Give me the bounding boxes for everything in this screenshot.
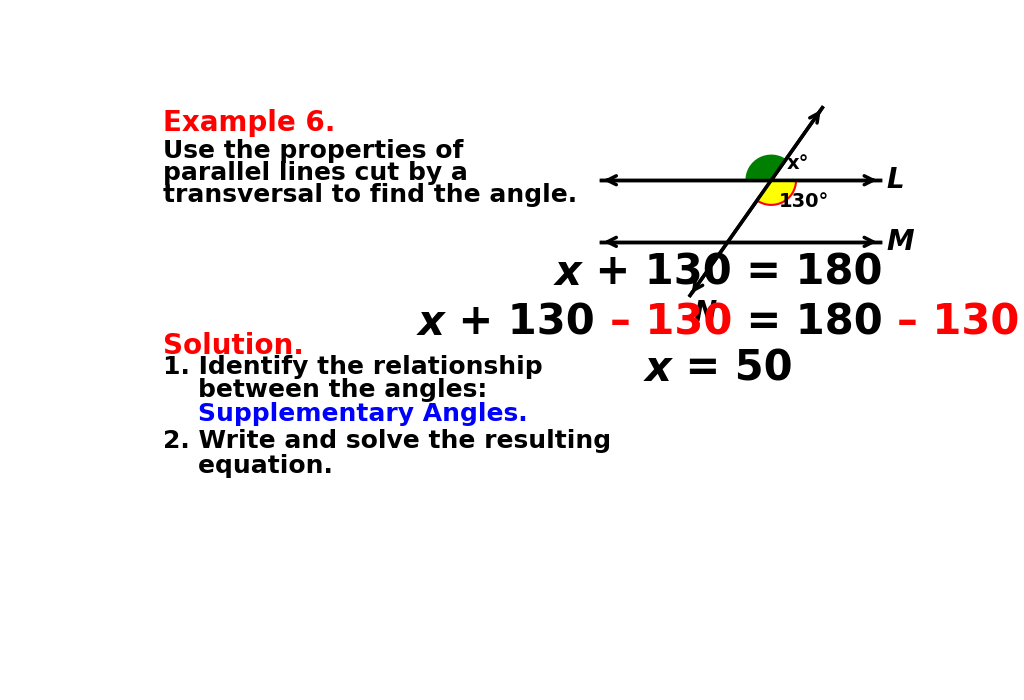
Text: Solution.: Solution. bbox=[163, 332, 304, 360]
Wedge shape bbox=[746, 155, 785, 180]
Text: x: x bbox=[644, 348, 671, 390]
Text: L: L bbox=[886, 167, 903, 194]
Text: – 130: – 130 bbox=[609, 302, 732, 344]
Text: – 130: – 130 bbox=[897, 302, 1020, 344]
Text: equation.: equation. bbox=[163, 454, 333, 477]
Text: x°: x° bbox=[786, 153, 809, 173]
Text: Example 6.: Example 6. bbox=[163, 108, 335, 136]
Text: x: x bbox=[418, 302, 444, 344]
Text: 1. Identify the relationship: 1. Identify the relationship bbox=[163, 355, 543, 379]
Text: = 50: = 50 bbox=[671, 348, 793, 390]
Wedge shape bbox=[757, 180, 796, 205]
Text: M: M bbox=[886, 228, 913, 256]
Text: = 180: = 180 bbox=[732, 302, 897, 344]
Text: between the angles:: between the angles: bbox=[163, 378, 487, 402]
Text: 130°: 130° bbox=[779, 192, 829, 211]
Text: parallel lines cut by a: parallel lines cut by a bbox=[163, 161, 468, 185]
Text: Supplementary Angles.: Supplementary Angles. bbox=[163, 402, 527, 426]
Text: 2. Write and solve the resulting: 2. Write and solve the resulting bbox=[163, 429, 611, 453]
Text: Use the properties of: Use the properties of bbox=[163, 139, 463, 163]
Text: + 130: + 130 bbox=[444, 302, 609, 344]
Text: x: x bbox=[554, 251, 582, 294]
Text: + 130 = 180: + 130 = 180 bbox=[582, 251, 883, 294]
Text: N: N bbox=[693, 298, 717, 326]
Text: transversal to find the angle.: transversal to find the angle. bbox=[163, 183, 577, 206]
